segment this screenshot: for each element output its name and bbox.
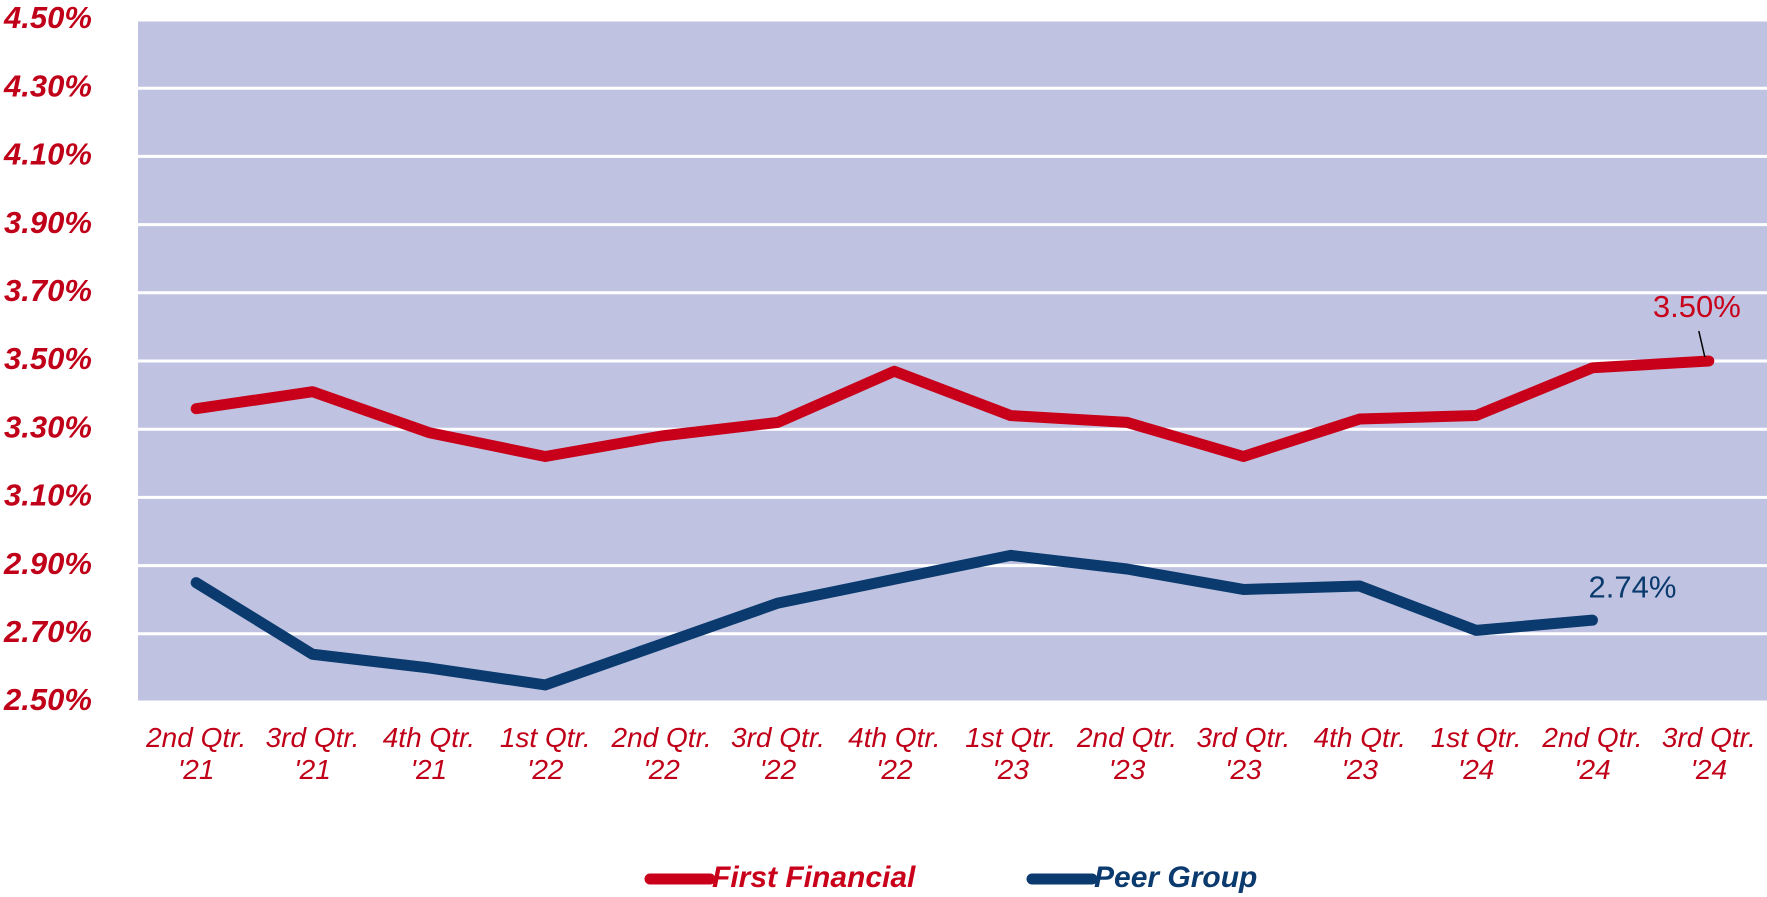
series-line [190,355,1715,462]
x-tick-label: 3rd Qtr. '23 [1196,722,1290,785]
x-tick-label: 2nd Qtr. '23 [1076,722,1177,785]
x-tick-label: 4th Qtr. '21 [383,722,475,785]
y-tick-label: 3.30% [4,409,92,444]
label-leader [1698,330,1706,358]
x-tick-label: 3rd Qtr. '22 [731,722,825,785]
data-label: 2.74% [1589,569,1677,604]
y-tick-label: 3.50% [4,341,92,376]
x-tick-label: 2nd Qtr. '22 [611,722,712,785]
y-tick-label: 3.70% [4,273,92,308]
x-tick-label: 1st Qtr. '24 [1431,722,1522,785]
y-tick-label: 4.10% [3,137,92,172]
x-tick-label: 3rd Qtr. '24 [1662,722,1756,785]
legend-label: First Financial [712,861,916,894]
x-tick-label: 2nd Qtr. '24 [1541,722,1642,785]
y-tick-label: 4.50% [3,0,92,35]
y-tick-label: 2.90% [3,546,92,581]
x-tick-label: 1st Qtr. '23 [965,722,1056,785]
legend-label: Peer Group [1094,861,1257,894]
y-tick-label: 2.50% [3,682,92,717]
y-tick-label: 3.90% [4,205,92,240]
x-tick-label: 1st Qtr. '22 [500,722,591,785]
x-tick-label: 2nd Qtr. '21 [145,722,246,785]
series-line [190,549,1598,691]
y-tick-label: 2.70% [3,614,92,649]
x-tick-label: 4th Qtr. '22 [848,722,940,785]
x-tick-label: 3rd Qtr. '21 [266,722,360,785]
data-label: 3.50% [1653,289,1741,324]
y-tick-label: 3.10% [4,478,92,513]
y-tick-label: 4.30% [3,68,92,103]
x-tick-label: 4th Qtr. '23 [1314,722,1406,785]
